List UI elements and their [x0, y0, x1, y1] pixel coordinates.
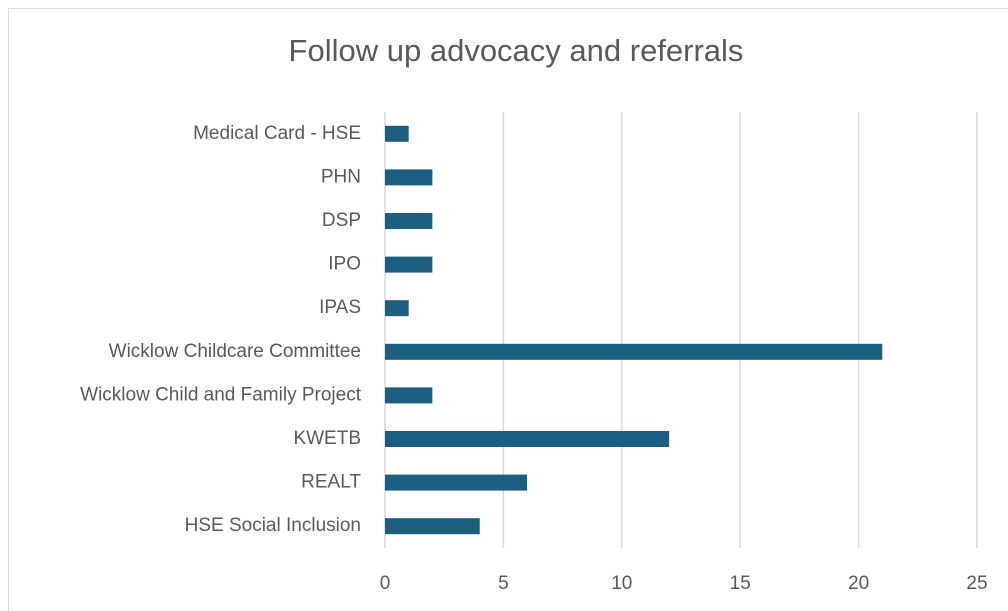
y-tick-label: HSE Social Inclusion [185, 515, 361, 536]
x-tick-label: 20 [848, 573, 869, 594]
bar [385, 343, 883, 360]
bar [385, 431, 670, 447]
bar [385, 300, 409, 317]
bar [385, 474, 528, 491]
bar [385, 213, 433, 229]
chart-title: Follow up advocacy and referrals [289, 33, 744, 68]
bar [385, 169, 433, 186]
y-tick-label: IPO [328, 254, 361, 275]
x-tick-label: 25 [966, 573, 987, 594]
y-tick-label: IPAS [319, 297, 361, 318]
chart-border [8, 8, 1008, 611]
x-tick-label: 10 [611, 573, 632, 594]
x-tick-label: 15 [730, 573, 751, 594]
bar [385, 518, 480, 535]
x-tick-label: 0 [380, 573, 391, 594]
bar [385, 256, 433, 273]
y-tick-label: DSP [322, 210, 361, 231]
y-tick-label: REALT [301, 472, 361, 493]
y-tick-label: Wicklow Child and Family Project [80, 384, 362, 405]
y-tick-label: PHN [321, 166, 361, 187]
y-tick-label: Wicklow Childcare Committee [109, 341, 361, 362]
x-tick-label: 5 [498, 573, 509, 594]
bar [385, 387, 433, 404]
bar [385, 125, 409, 142]
y-tick-label: Medical Card - HSE [193, 123, 361, 144]
y-tick-label: KWETB [293, 428, 361, 449]
